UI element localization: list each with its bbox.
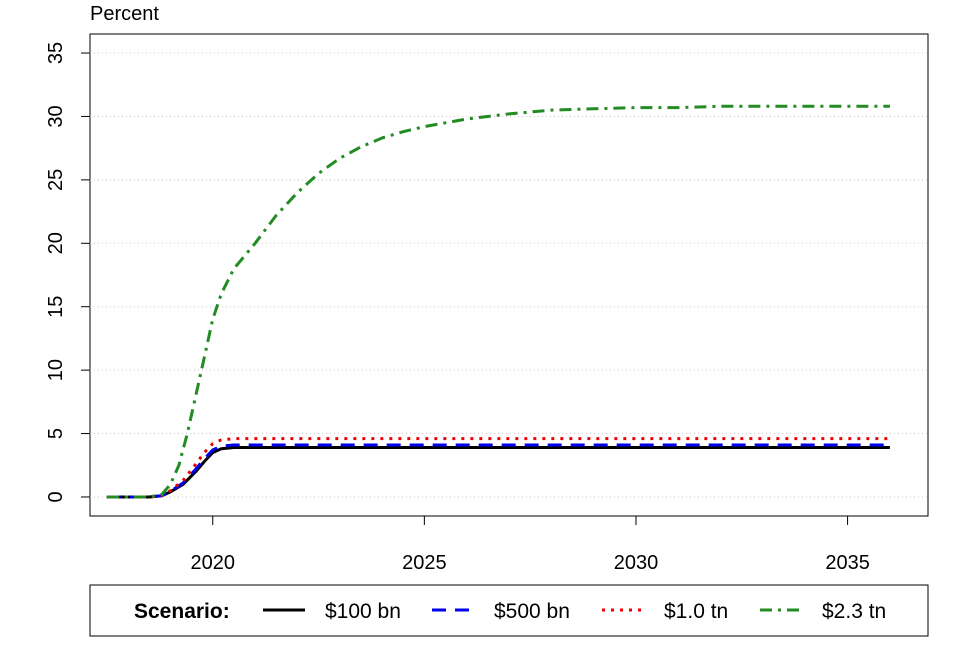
x-tick-label-2030: 2030 — [614, 552, 659, 574]
x-tick-label-2020: 2020 — [190, 552, 235, 574]
y-tick-label-35: 35 — [45, 42, 67, 64]
series-line-2 — [106, 443, 890, 499]
y-axis-unit-label: Percent — [90, 3, 159, 25]
series-lines — [106, 104, 890, 499]
y-tick-label-30: 30 — [45, 105, 67, 127]
x-tick-label-2035: 2035 — [825, 552, 870, 574]
y-tick-label-15: 15 — [45, 296, 67, 318]
x-axis: 2020 2025 2030 2035 — [190, 516, 870, 574]
legend-title: Scenario: — [134, 600, 230, 623]
plot-frame — [89, 33, 929, 517]
legend-label-4: $2.3 tn — [822, 600, 886, 623]
legend-label-3: $1.0 tn — [664, 600, 728, 623]
y-tick-label-10: 10 — [45, 359, 67, 381]
legend-frame — [89, 584, 929, 637]
legend: Scenario: $100 bn $500 bn $1.0 tn $2.3 tn — [89, 584, 929, 637]
legend-label-1: $100 bn — [325, 600, 401, 623]
y-tick-label-20: 20 — [45, 232, 67, 254]
legend-label-2: $500 bn — [494, 600, 570, 623]
series-line-1 — [106, 446, 890, 499]
x-tick-label-2025: 2025 — [402, 552, 447, 574]
y-tick-label-25: 25 — [45, 169, 67, 191]
series-line-4 — [106, 104, 890, 499]
grid-lines — [90, 52, 928, 498]
y-tick-label-5: 5 — [45, 428, 67, 439]
y-axis: 0 5 10 15 20 25 30 35 — [45, 42, 90, 503]
y-tick-label-0: 0 — [45, 491, 67, 502]
